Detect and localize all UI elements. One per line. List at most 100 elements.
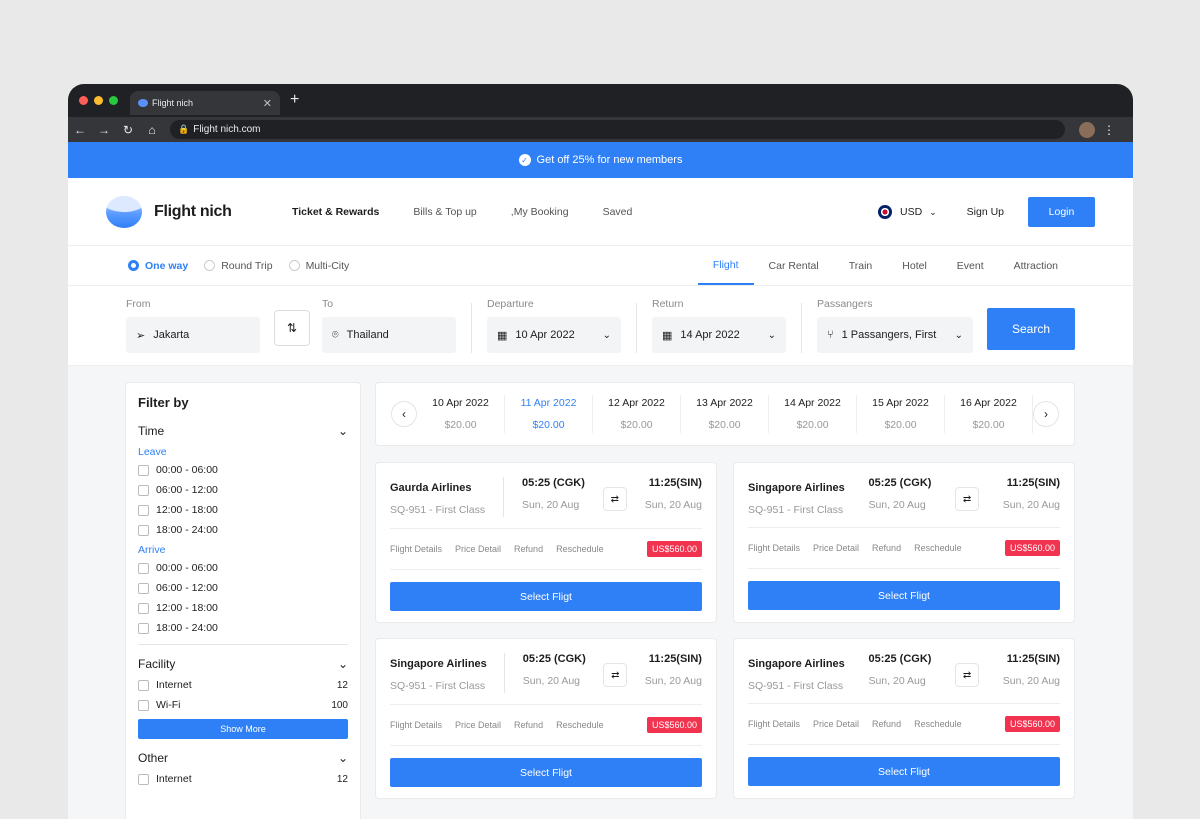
date-price: $20.00 [620,419,653,431]
date-option[interactable]: 14 Apr 2022 $20.00 [769,395,857,433]
price-detail-link[interactable]: Price Detail [813,719,860,729]
new-tab-icon[interactable]: + [290,91,300,108]
radio-multi-city[interactable]: Multi-City [288,259,350,272]
arrive-checkbox[interactable]: 18:00 - 24:00 [138,622,348,634]
header-actions: USD ⌄ Sign Up Login [878,196,1095,227]
divider [503,477,505,517]
menu-saved[interactable]: Saved [602,205,633,218]
browser-chrome: Flight nich ✕ + ← → ↻ ⌂ 🔒 Flight nich.co… [68,84,1133,142]
date-option[interactable]: 13 Apr 2022 $20.00 [681,395,769,433]
flight-details-link[interactable]: Flight Details [748,543,801,553]
signup-link[interactable]: Sign Up [966,205,1004,218]
date-label: 11 Apr 2022 [520,397,577,409]
from-value: Jakarta [153,329,190,341]
menu-my-booking[interactable]: ,My Booking [510,205,569,218]
leave-checkbox[interactable]: 18:00 - 24:00 [138,524,348,536]
time-section-header[interactable]: Time ⌄ [138,424,348,438]
radio-round-trip[interactable]: Round Trip [204,260,273,272]
price-detail-link[interactable]: Price Detail [455,720,502,730]
section-title: Time [138,424,165,438]
price-badge: US$560.00 [1004,540,1060,556]
brand-logo[interactable]: Flight nich [106,195,292,228]
flight-details-link[interactable]: Flight Details [748,719,801,729]
date-option-selected[interactable]: 11 Apr 2022 $20.00 [505,395,593,433]
reschedule-link[interactable]: Reschedule [556,544,604,554]
radio-one-way[interactable]: One way [128,260,188,272]
price-detail-link[interactable]: Price Detail [455,544,502,554]
passengers-select[interactable]: ⑂ 1 Passangers, First ⌄ [817,317,973,353]
date-option[interactable]: 16 Apr 2022 $20.00 [945,395,1033,433]
reload-icon[interactable]: ↻ [122,122,134,137]
radio-label: Multi-City [305,259,350,272]
select-flight-button[interactable]: Select Fligt [748,581,1060,610]
refund-link[interactable]: Refund [872,543,902,553]
facility-checkbox[interactable]: Wi-Fi 100 [138,699,348,711]
tab-event[interactable]: Event [956,259,984,272]
checkbox-icon [138,504,149,516]
departure-picker[interactable]: ▦ 10 Apr 2022 ⌄ [487,317,621,353]
select-flight-button[interactable]: Select Fligt [748,757,1060,786]
tab-attraction[interactable]: Attraction [1013,259,1058,272]
search-button[interactable]: Search [987,308,1075,350]
arrive-checkbox[interactable]: 12:00 - 18:00 [138,602,348,614]
to-input[interactable]: ⌾ Thailand [322,317,456,353]
flight-details-link[interactable]: Flight Details [390,544,443,554]
menu-bills-topup[interactable]: Bills & Top up [413,205,477,218]
profile-avatar[interactable] [1079,121,1095,138]
tab-train[interactable]: Train [848,259,873,272]
reschedule-link[interactable]: Reschedule [914,543,962,553]
browser-window: Flight nich ✕ + ← → ↻ ⌂ 🔒 Flight nich.co… [68,84,1133,819]
date-option[interactable]: 12 Apr 2022 $20.00 [593,395,681,433]
date-option[interactable]: 10 Apr 2022 $20.00 [417,395,505,433]
home-icon[interactable]: ⌂ [148,122,156,137]
price-detail-link[interactable]: Price Detail [813,543,860,553]
brand-name: Flight nich [154,202,232,220]
flight-details-link[interactable]: Flight Details [390,720,443,730]
checkbox-icon [138,602,149,614]
reschedule-link[interactable]: Reschedule [556,720,604,730]
menu-ticket-rewards[interactable]: Ticket & Rewards [292,205,380,218]
tab-flight[interactable]: Flight [697,246,754,285]
browser-tab[interactable]: Flight nich ✕ [130,91,280,115]
login-button[interactable]: Login [1028,196,1095,227]
forward-icon[interactable]: → [98,122,110,137]
swap-button[interactable]: ⇅ [274,310,310,346]
chevron-down-icon: ⌄ [767,329,776,341]
browser-menu-icon[interactable]: ⋮ [1103,122,1115,137]
leave-checkbox[interactable]: 12:00 - 18:00 [138,504,348,516]
show-more-button[interactable]: Show More [138,719,348,739]
from-input[interactable]: ➢ Jakarta [126,317,260,353]
tab-car-rental[interactable]: Car Rental [768,259,819,272]
maximize-dot[interactable] [109,96,118,105]
date-label: 12 Apr 2022 [608,397,665,409]
filter-title: Filter by [138,395,189,410]
arrive-checkbox[interactable]: 06:00 - 12:00 [138,582,348,594]
select-flight-button[interactable]: Select Fligt [390,582,702,611]
facility-checkbox[interactable]: Internet 12 [138,679,348,691]
count: 100 [331,699,348,711]
return-picker[interactable]: ▦ 14 Apr 2022 ⌄ [652,317,786,353]
facility-section-header[interactable]: Facility ⌄ [138,657,348,671]
other-section-header[interactable]: Other ⌄ [138,751,348,765]
reschedule-link[interactable]: Reschedule [914,719,962,729]
close-dot[interactable] [79,96,88,105]
refund-link[interactable]: Refund [514,720,544,730]
refund-link[interactable]: Refund [872,719,902,729]
arrive-checkbox[interactable]: 00:00 - 06:00 [138,562,348,574]
other-checkbox[interactable]: Internet 12 [138,773,348,785]
tab-close-icon[interactable]: ✕ [262,97,272,110]
refund-link[interactable]: Refund [514,544,544,554]
date-option[interactable]: 15 Apr 2022 $20.00 [857,395,945,433]
back-icon[interactable]: ← [74,122,86,137]
address-bar[interactable]: 🔒 Flight nich.com [170,120,1065,139]
prev-dates-button[interactable]: ‹ [391,401,417,427]
minimize-dot[interactable] [94,96,103,105]
leave-checkbox[interactable]: 00:00 - 06:00 [138,464,348,476]
filter-panel: Filter by Time ⌄ Leave 00:00 - 06:00 06:0… [125,382,361,819]
currency-select[interactable]: USD ⌄ [900,206,937,218]
select-flight-button[interactable]: Select Fligt [390,758,702,787]
tab-hotel[interactable]: Hotel [902,259,927,272]
next-dates-button[interactable]: › [1033,401,1059,427]
flight-card: Singapore Airlines SQ-951 - First Class 0… [375,638,717,799]
leave-checkbox[interactable]: 06:00 - 12:00 [138,484,348,496]
